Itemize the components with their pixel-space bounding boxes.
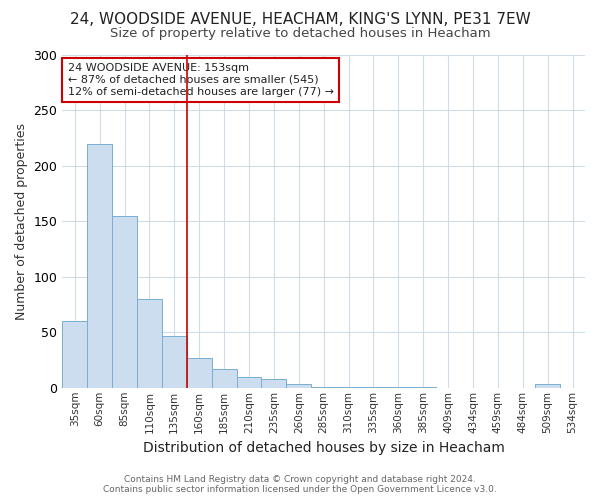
Bar (212, 369, 236, 388)
Bar (236, 376, 262, 388)
Bar (286, 384, 311, 388)
Bar (336, 386, 361, 388)
Text: 24, WOODSIDE AVENUE, HEACHAM, KING'S LYNN, PE31 7EW: 24, WOODSIDE AVENUE, HEACHAM, KING'S LYN… (70, 12, 530, 28)
Text: 24 WOODSIDE AVENUE: 153sqm
← 87% of detached houses are smaller (545)
12% of sem: 24 WOODSIDE AVENUE: 153sqm ← 87% of deta… (68, 64, 334, 96)
Bar (187, 358, 212, 388)
Bar (162, 336, 187, 388)
Bar (87, 144, 112, 388)
Text: Contains HM Land Registry data © Crown copyright and database right 2024.
Contai: Contains HM Land Registry data © Crown c… (103, 474, 497, 494)
Text: Size of property relative to detached houses in Heacham: Size of property relative to detached ho… (110, 28, 490, 40)
Bar (311, 386, 336, 388)
Bar (386, 386, 411, 388)
Bar (361, 386, 386, 388)
Bar (411, 386, 436, 388)
X-axis label: Distribution of detached houses by size in Heacham: Distribution of detached houses by size … (143, 441, 505, 455)
Bar (137, 299, 162, 388)
Y-axis label: Number of detached properties: Number of detached properties (15, 123, 28, 320)
Bar (112, 216, 137, 388)
Bar (535, 384, 560, 388)
Bar (262, 379, 286, 388)
Bar (62, 321, 87, 388)
